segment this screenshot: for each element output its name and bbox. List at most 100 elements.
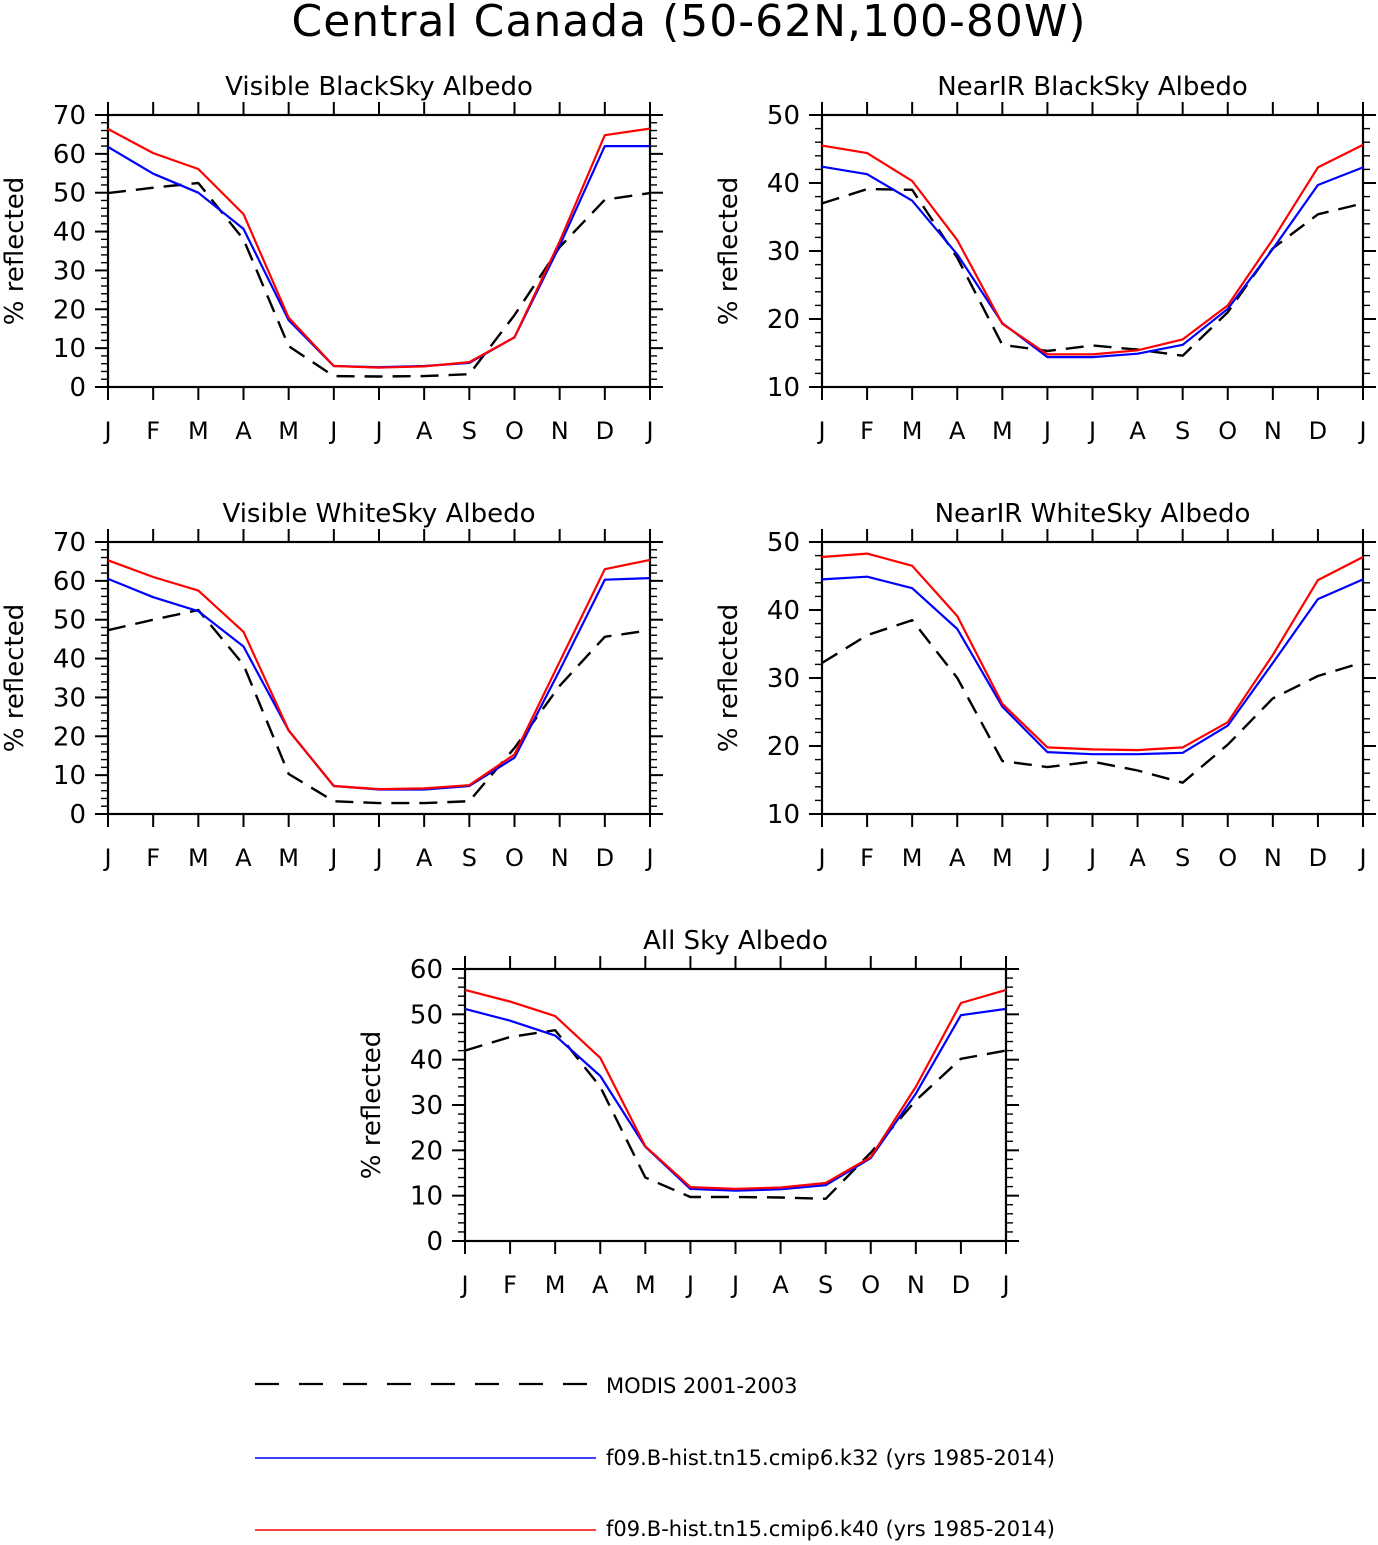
y-tick-label: 10 xyxy=(53,334,86,364)
series-line-modis xyxy=(107,181,651,378)
x-tick-label: J xyxy=(373,844,382,872)
series-line-k32 xyxy=(821,575,1364,756)
y-tick-label: 0 xyxy=(426,1227,443,1257)
x-tick-label: N xyxy=(551,417,569,445)
legend-label-modis: MODIS 2001-2003 xyxy=(606,1374,798,1398)
x-tick-label: M xyxy=(545,1271,566,1299)
series-line-k32 xyxy=(821,165,1364,359)
x-tick-label: O xyxy=(1218,417,1237,445)
x-tick-label: D xyxy=(1309,417,1327,445)
chart-title: Visible BlackSky Albedo xyxy=(225,72,533,102)
x-tick-label: J xyxy=(459,1271,468,1299)
y-tick-label: 10 xyxy=(410,1182,443,1212)
y-tick-label: 50 xyxy=(53,179,86,209)
x-tick-label: O xyxy=(505,844,524,872)
x-tick-label: S xyxy=(818,1271,833,1299)
x-tick-label: J xyxy=(644,844,653,872)
x-tick-label: J xyxy=(1357,844,1366,872)
y-tick-label: 20 xyxy=(410,1136,443,1166)
y-axis-label: % reflected xyxy=(0,604,30,752)
y-tick-label: 50 xyxy=(767,101,800,131)
y-tick-label: 30 xyxy=(53,256,86,286)
x-tick-label: M xyxy=(992,844,1013,872)
x-tick-label: O xyxy=(861,1271,880,1299)
series-line-k40 xyxy=(107,127,651,369)
y-tick-label: 50 xyxy=(53,606,86,636)
x-tick-label: N xyxy=(1264,417,1282,445)
y-tick-label: 50 xyxy=(410,1000,443,1030)
y-tick-label: 30 xyxy=(767,664,800,694)
x-tick-label: F xyxy=(503,1271,517,1299)
x-tick-label: S xyxy=(462,844,477,872)
x-tick-label: A xyxy=(235,844,252,872)
y-tick-label: 10 xyxy=(767,373,800,403)
x-tick-label: J xyxy=(328,844,337,872)
plot-frame xyxy=(820,540,1365,816)
x-tick-label: D xyxy=(596,417,614,445)
x-tick-label: J xyxy=(102,417,111,445)
y-tick-label: 70 xyxy=(53,528,86,558)
series-line-modis xyxy=(821,187,1364,357)
x-tick-label: J xyxy=(816,417,825,445)
x-tick-label: A xyxy=(416,417,433,445)
x-tick-label: F xyxy=(146,844,160,872)
series-line-k40 xyxy=(821,143,1364,356)
x-tick-label: F xyxy=(860,417,874,445)
series-line-modis xyxy=(107,608,651,805)
x-tick-label: S xyxy=(1175,417,1190,445)
legend-line-k40 xyxy=(255,1529,596,1531)
x-tick-label: A xyxy=(592,1271,609,1299)
plot-frame xyxy=(106,540,652,816)
x-tick-label: O xyxy=(1218,844,1237,872)
series-line-modis xyxy=(821,619,1364,784)
y-tick-label: 40 xyxy=(410,1046,443,1076)
x-tick-label: M xyxy=(992,417,1013,445)
y-tick-label: 10 xyxy=(767,800,800,830)
y-tick-label: 60 xyxy=(410,955,443,985)
x-tick-label: M xyxy=(902,844,923,872)
x-tick-label: O xyxy=(505,417,524,445)
figure-title: Central Canada (50-62N,100-80W) xyxy=(291,0,1087,47)
x-tick-label: J xyxy=(1042,417,1051,445)
y-tick-label: 20 xyxy=(53,722,86,752)
x-tick-label: A xyxy=(949,417,966,445)
x-tick-label: F xyxy=(146,417,160,445)
legend-label-k32: f09.B-hist.tn15.cmip6.k32 (yrs 1985-2014… xyxy=(606,1446,1055,1470)
y-tick-label: 40 xyxy=(767,169,800,199)
x-tick-label: J xyxy=(644,417,653,445)
series-line-k32 xyxy=(107,577,651,791)
x-tick-label: D xyxy=(1309,844,1327,872)
y-tick-label: 60 xyxy=(53,567,86,597)
chart-title: All Sky Albedo xyxy=(643,926,828,956)
y-tick-label: 40 xyxy=(53,218,86,248)
x-tick-label: M xyxy=(188,417,209,445)
legend-line-k32 xyxy=(255,1457,596,1459)
x-tick-label: J xyxy=(328,417,337,445)
x-tick-label: N xyxy=(907,1271,925,1299)
x-tick-label: M xyxy=(278,844,299,872)
y-axis-label: % reflected xyxy=(0,177,30,325)
y-tick-label: 10 xyxy=(53,761,86,791)
x-tick-label: M xyxy=(635,1271,656,1299)
y-tick-label: 20 xyxy=(53,295,86,325)
x-tick-label: J xyxy=(730,1271,739,1299)
x-tick-label: J xyxy=(1087,417,1096,445)
legend-line-modis xyxy=(255,1382,596,1386)
x-tick-label: J xyxy=(1000,1271,1009,1299)
x-tick-label: A xyxy=(235,417,252,445)
x-tick-label: N xyxy=(1264,844,1282,872)
y-axis-label: % reflected xyxy=(357,1031,387,1179)
y-axis-label: % reflected xyxy=(714,604,744,752)
chart-title: NearIR WhiteSky Albedo xyxy=(935,499,1251,529)
y-tick-label: 60 xyxy=(53,140,86,170)
y-tick-label: 20 xyxy=(767,732,800,762)
series-line-k40 xyxy=(464,988,1007,1191)
x-tick-label: J xyxy=(373,417,382,445)
x-tick-label: M xyxy=(278,417,299,445)
chart-title: NearIR BlackSky Albedo xyxy=(937,72,1248,102)
x-tick-label: J xyxy=(1087,844,1096,872)
x-tick-label: J xyxy=(685,1271,694,1299)
